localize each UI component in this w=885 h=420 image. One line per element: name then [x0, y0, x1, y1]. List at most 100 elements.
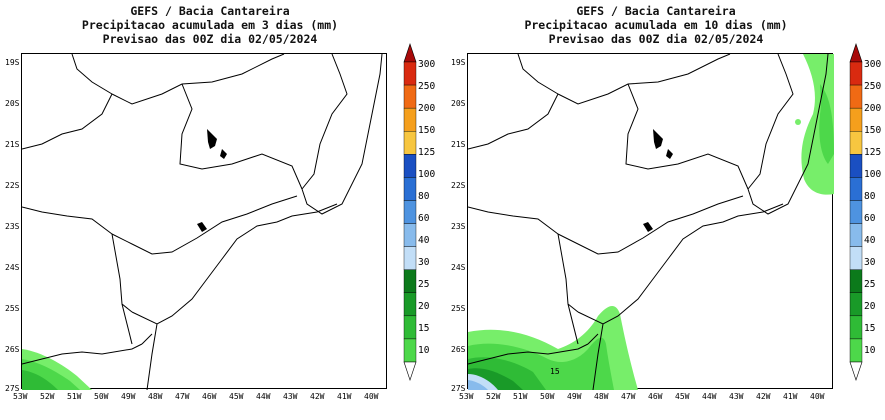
title-line-2: Precipitacao acumulada em 3 dias (mm): [81, 18, 339, 32]
title-line-2: Precipitacao acumulada em 10 dias (mm): [524, 18, 788, 32]
colorbar-svg: [403, 43, 417, 381]
colorbar-label: 20: [864, 301, 876, 312]
lat-label: 23S: [451, 222, 466, 231]
lon-label: 40W: [364, 392, 379, 401]
colorbar-label: 125: [418, 147, 436, 158]
colorbar-label: 150: [864, 125, 882, 136]
colorbar-label: 30: [418, 257, 430, 268]
lon-label: 53W: [459, 392, 474, 401]
title-line-1: GEFS / Bacia Cantareira: [130, 4, 290, 18]
lon-label: 48W: [594, 392, 609, 401]
lakes: [197, 129, 227, 232]
colorbar-segment: [849, 131, 863, 155]
precip-shading-10mm-spot: [795, 119, 801, 125]
title-line-3: Previsao das 00Z dia 02/05/2024: [102, 32, 318, 46]
colorbar-segment: [403, 61, 417, 86]
lat-label: 19S: [451, 58, 466, 67]
map-boundaries: [468, 54, 829, 390]
colorbar: 300 250 200 150 125 100 80 60 40 30 25 2…: [403, 42, 441, 382]
colorbar-label: 40: [418, 235, 430, 246]
colorbar-segment: [849, 61, 863, 86]
colorbar-label: 25: [864, 279, 876, 290]
lon-label: 52W: [40, 392, 55, 401]
colorbar-segment: [849, 107, 863, 132]
colorbar-segment: [403, 200, 417, 224]
lat-label: 20S: [5, 99, 20, 108]
lon-label: 42W: [310, 392, 325, 401]
colorbar-segment: [849, 154, 863, 178]
lat-label: 26S: [451, 345, 466, 354]
colorbar-label: 25: [418, 279, 430, 290]
colorbar-label: 20: [418, 301, 430, 312]
colorbar-label: 250: [864, 81, 882, 92]
lon-label: 52W: [486, 392, 501, 401]
lat-label: 27S: [5, 384, 20, 393]
lon-label: 43W: [729, 392, 744, 401]
map-boundaries: [22, 54, 383, 390]
colorbar-label: 60: [418, 213, 430, 224]
lat-label: 24S: [451, 263, 466, 272]
colorbar-segment: [849, 246, 863, 270]
precip-shading-15mm-east: [819, 84, 834, 164]
lon-label: 51W: [67, 392, 82, 401]
lat-label: 25S: [5, 304, 20, 313]
map-svg: 15: [468, 54, 834, 390]
contour-label: 15: [550, 367, 560, 376]
colorbar-segment: [849, 223, 863, 247]
colorbar-label: 150: [418, 125, 436, 136]
lon-label: 53W: [13, 392, 28, 401]
lakes: [643, 129, 673, 232]
lat-label: 19S: [5, 58, 20, 67]
colorbar-segment: [403, 223, 417, 247]
lon-label: 47W: [621, 392, 636, 401]
colorbar-segment: [403, 269, 417, 293]
lat-label: 22S: [5, 181, 20, 190]
colorbar-label: 200: [864, 103, 882, 114]
lat-label: 26S: [5, 345, 20, 354]
lat-label: 21S: [5, 140, 20, 149]
lon-label: 50W: [540, 392, 555, 401]
title-line-1: GEFS / Bacia Cantareira: [576, 4, 736, 18]
colorbar-segment: [849, 200, 863, 224]
lon-label: 45W: [229, 392, 244, 401]
lon-label: 50W: [94, 392, 109, 401]
colorbar-segment: [849, 84, 863, 109]
lon-label: 42W: [756, 392, 771, 401]
map-area: [21, 53, 387, 390]
lat-label: 25S: [451, 304, 466, 313]
colorbar-label: 60: [864, 213, 876, 224]
lat-label: 24S: [5, 263, 20, 272]
lon-label: 49W: [121, 392, 136, 401]
colorbar-segment: [403, 131, 417, 155]
lon-label: 40W: [810, 392, 825, 401]
colorbar-max-triangle: [403, 43, 417, 63]
colorbar-min-triangle: [849, 361, 863, 381]
colorbar-segment: [849, 292, 863, 317]
lon-label: 46W: [202, 392, 217, 401]
title-line-3: Previsao das 00Z dia 02/05/2024: [548, 32, 764, 46]
colorbar-label: 15: [418, 323, 430, 334]
panel-title: GEFS / Bacia Cantareira Precipitacao acu…: [0, 4, 420, 46]
precip-shading-60mm: [468, 380, 488, 390]
colorbar-segment: [403, 246, 417, 270]
lon-label: 45W: [675, 392, 690, 401]
map-svg: [22, 54, 383, 390]
lon-label: 41W: [337, 392, 352, 401]
lat-label: 23S: [5, 222, 20, 231]
map-panel-10day: GEFS / Bacia Cantareira Precipitacao acu…: [446, 0, 885, 420]
lat-label: 27S: [451, 384, 466, 393]
colorbar-segment: [403, 292, 417, 317]
colorbar-label: 200: [418, 103, 436, 114]
lon-label: 48W: [148, 392, 163, 401]
colorbar-segment: [403, 177, 417, 201]
colorbar-label: 125: [864, 147, 882, 158]
colorbar-segment: [849, 338, 863, 363]
colorbar-label: 300: [864, 59, 882, 70]
colorbar-segment: [849, 177, 863, 201]
colorbar-label: 10: [864, 345, 876, 356]
colorbar-segment: [403, 84, 417, 109]
panel-title: GEFS / Bacia Cantareira Precipitacao acu…: [446, 4, 866, 46]
colorbar: 300 250 200 150 125 100 80 60 40 30 25 2…: [849, 42, 885, 382]
lon-label: 46W: [648, 392, 663, 401]
lon-label: 44W: [256, 392, 271, 401]
